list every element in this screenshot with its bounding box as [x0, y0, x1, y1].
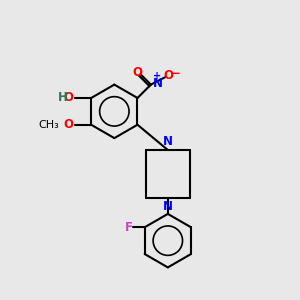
Text: −: −: [171, 67, 181, 80]
Text: CH₃: CH₃: [39, 120, 59, 130]
Text: F: F: [125, 221, 133, 234]
Text: O: O: [133, 66, 142, 79]
Text: +: +: [153, 71, 161, 81]
Text: O: O: [63, 118, 73, 130]
Text: O: O: [63, 91, 73, 104]
Text: O: O: [164, 69, 174, 82]
Text: H: H: [57, 91, 67, 104]
Text: N: N: [163, 200, 173, 213]
Text: N: N: [163, 135, 173, 148]
Text: N: N: [153, 76, 163, 90]
